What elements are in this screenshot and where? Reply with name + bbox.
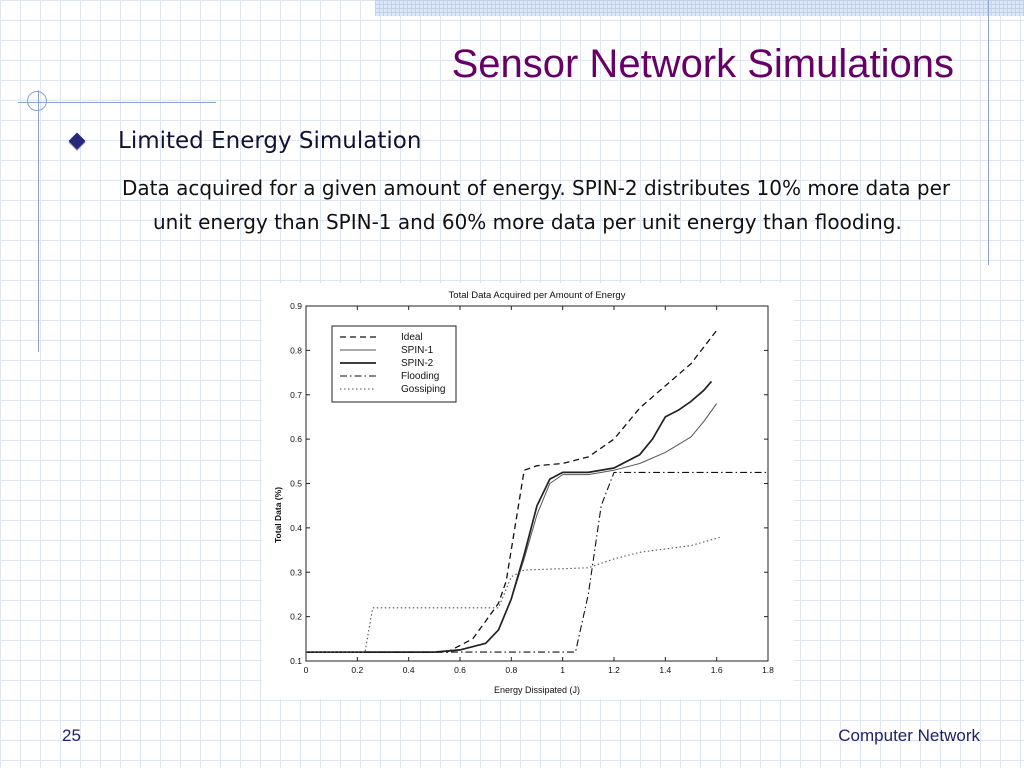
- series-line-flooding: [306, 471, 768, 653]
- legend-label: Flooding: [401, 371, 439, 382]
- y-tick-label: 0.1: [290, 656, 302, 666]
- x-tick-label: 0.6: [454, 665, 466, 675]
- series-line-spin-2: [306, 380, 713, 653]
- y-tick-label: 0.4: [290, 523, 302, 533]
- bullet-subtext: Data acquired for a given amount of ener…: [122, 176, 951, 234]
- decorative-rule-vertical-right: [988, 0, 989, 265]
- axis-ticks: 0 0.2 0.4 0.6 0.8 1 1.2 1.4 1.6 1.8 0.1 0.2 0.3 0.4 0.…: [290, 301, 774, 675]
- series-line-spin-1: [306, 403, 718, 653]
- x-tick-label: 1.4: [659, 665, 671, 675]
- x-tick-label: 0.4: [403, 665, 415, 675]
- line-chart: Total Data Acquired per Amount of Energy…: [273, 290, 774, 695]
- x-tick-label: 1.6: [711, 665, 723, 675]
- x-tick-label: 1.8: [762, 665, 774, 675]
- decorative-rule-vertical: [38, 90, 39, 352]
- decorative-rule-horizontal: [18, 102, 216, 103]
- y-tick-label: 0.2: [290, 612, 302, 622]
- series-line-gossiping: [306, 536, 722, 653]
- x-tick-label: 0.2: [351, 665, 363, 675]
- diamond-bullet-icon: [68, 132, 86, 150]
- series-line-ideal: [306, 330, 718, 653]
- slide-number: 25: [62, 726, 81, 745]
- legend-label: SPIN-1: [401, 345, 434, 356]
- legend-label: SPIN-2: [401, 358, 434, 369]
- x-tick-label: 0: [304, 665, 309, 675]
- x-axis-label: Energy Dissipated (J): [494, 685, 580, 695]
- chart-title: Total Data Acquired per Amount of Energy: [449, 290, 626, 301]
- x-tick-label: 1: [560, 665, 565, 675]
- decorative-circle: [27, 91, 47, 111]
- decorative-top-band: [375, 0, 1024, 16]
- series-lines: [306, 330, 768, 653]
- slide-title: Sensor Network Simulations: [451, 42, 954, 86]
- legend-label: Gossiping: [401, 384, 445, 395]
- x-tick-label: 1.2: [608, 665, 620, 675]
- legend: Ideal SPIN-1 SPIN-2 Flooding Gossiping: [331, 325, 457, 403]
- y-tick-label: 0.7: [290, 390, 302, 400]
- footer-text: Computer Network: [838, 726, 980, 745]
- y-tick-label: 0.9: [290, 301, 302, 311]
- y-tick-label: 0.5: [290, 479, 302, 489]
- y-tick-label: 0.6: [290, 434, 302, 444]
- legend-label: Ideal: [401, 332, 423, 343]
- x-tick-label: 0.8: [505, 665, 517, 675]
- y-tick-label: 0.8: [290, 345, 302, 355]
- y-tick-label: 0.3: [290, 567, 302, 577]
- y-axis-label: Total Data (%): [273, 487, 283, 543]
- bullet-heading: Limited Energy Simulation: [118, 128, 422, 154]
